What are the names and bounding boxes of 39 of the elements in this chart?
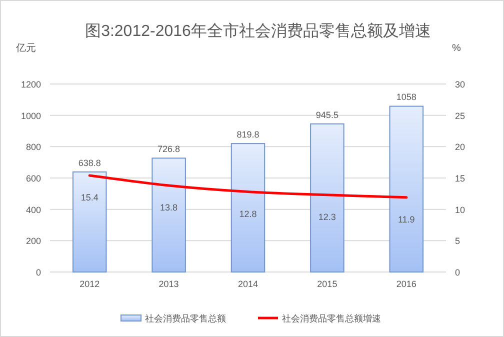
- x-tick-label: 2012: [80, 279, 100, 289]
- y-tick-label: 600: [26, 174, 41, 184]
- y-tick-label: 800: [26, 142, 41, 152]
- data-label: 726.8: [158, 144, 180, 154]
- y-tick-label: 1200: [20, 80, 41, 90]
- data-label: 12.3: [318, 212, 336, 222]
- data-label: 819.8: [236, 130, 260, 140]
- data-label: 945.5: [316, 110, 338, 120]
- x-tick-label: 2016: [396, 279, 416, 289]
- bar: [152, 158, 186, 272]
- legend-label: 社会消费品零售总额增速: [282, 314, 381, 324]
- y2-tick-label: 25: [455, 110, 466, 121]
- y-tick-label: 0: [36, 268, 41, 278]
- y-tick-label: 1000: [20, 110, 41, 121]
- chart-title: 图3:2012-2016年全市社会消费品零售总额及增速: [85, 22, 431, 40]
- y2-tick-label: 20: [455, 142, 466, 152]
- data-label: 638.8: [78, 158, 101, 168]
- legend-label: 社会消费品零售总额: [145, 314, 226, 324]
- y-tick-label: 400: [26, 204, 41, 215]
- bar: [310, 123, 344, 272]
- y-axis-title: 亿元: [15, 43, 36, 54]
- data-label: 12.8: [239, 208, 257, 219]
- y2-tick-label: 30: [455, 80, 466, 90]
- y-tick-label: 200: [26, 236, 41, 246]
- y2-tick-label: 0: [455, 268, 460, 278]
- x-tick-label: 2014: [238, 279, 258, 289]
- data-label: 13.8: [160, 202, 178, 213]
- y2-tick-label: 15: [455, 174, 466, 184]
- data-label: 11.9: [398, 214, 415, 224]
- bar: [72, 171, 107, 272]
- bar: [230, 143, 266, 272]
- x-tick-label: 2015: [317, 279, 338, 289]
- y2-tick-label: 10: [455, 204, 466, 215]
- data-label: 1058: [396, 92, 416, 102]
- bar: [389, 106, 424, 272]
- data-label: 15.4: [80, 192, 98, 202]
- y2-axis-title: %: [452, 43, 461, 54]
- x-tick-label: 2013: [158, 279, 179, 289]
- y2-tick-label: 5: [455, 236, 460, 246]
